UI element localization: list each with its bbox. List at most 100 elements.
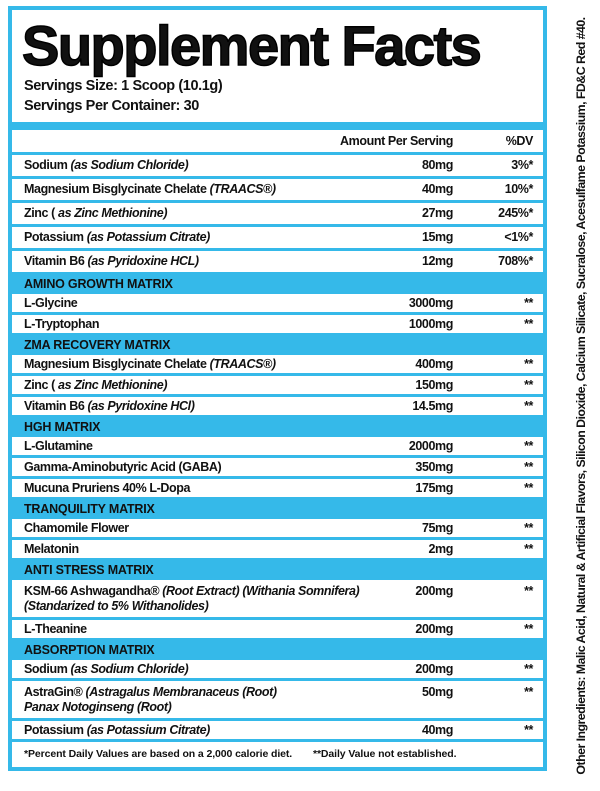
footnote-dv: *Percent Daily Values are based on a 2,0… (24, 748, 293, 760)
nutrient-detail-line2: (Standarized to 5% Withanolides) (24, 599, 209, 613)
nutrient-label: L-Glycine (24, 295, 78, 310)
dv-header: %DV (505, 133, 534, 148)
daily-value: ** (524, 459, 533, 474)
column-header-row: Amount Per Serving %DV (12, 130, 543, 155)
amount: 200mg (415, 661, 453, 676)
daily-value: ** (524, 722, 533, 737)
amount: 75mg (421, 520, 453, 535)
table-row: Gamma-Aminobutyric Acid (GABA) 350mg ** (12, 458, 543, 479)
nutrient-label: Vitamin B6 (24, 254, 85, 268)
daily-value: ** (524, 520, 533, 535)
nutrient-name: L-Glutamine (24, 439, 373, 454)
nutrient-name: Vitamin B6 (as Pyridoxine HCL) (24, 254, 373, 269)
nutrient-detail: (Root Extract) (Withania Somnifera) (162, 584, 360, 598)
table-row: Vitamin B6 (as Pyridoxine HCL) 12mg 708%* (12, 251, 543, 275)
divider-thick (12, 122, 543, 130)
table-row: Magnesium Bisglycinate Chelate (TRAACS®)… (12, 355, 543, 376)
amount: 12mg (421, 254, 453, 268)
table-row: Potassium (as Potassium Citrate) 40mg ** (12, 721, 543, 742)
table-row: Potassium (as Potassium Citrate) 15mg <1%* (12, 227, 543, 251)
nutrient-name: Gamma-Aminobutyric Acid (GABA) (24, 460, 373, 475)
nutrient-name: Vitamin B6 (as Pyridoxine HCl) (24, 399, 373, 414)
amount: 350mg (415, 459, 453, 474)
table-row: L-Glutamine 2000mg ** (12, 437, 543, 458)
amount: 400mg (415, 356, 453, 371)
amount: 1000mg (408, 316, 454, 331)
section-header: ANTI STRESS MATRIX (12, 561, 543, 580)
amount: 50mg (421, 685, 453, 699)
table-row: Magnesium Bisglycinate Chelate (TRAACS®)… (12, 179, 543, 203)
table-row: Vitamin B6 (as Pyridoxine HCl) 14.5mg ** (12, 397, 543, 418)
table-row: Sodium (as Sodium Chloride) 200mg ** (12, 660, 543, 681)
section-header: TRANQUILITY MATRIX (12, 500, 543, 519)
nutrient-label: Mucuna Pruriens 40% L-Dopa (24, 480, 191, 495)
daily-value: ** (524, 541, 533, 556)
nutrient-label: Magnesium Bisglycinate Chelate (24, 356, 207, 371)
table-row: AstraGin® (Astragalus Membranaceus (Root… (12, 681, 543, 721)
panel-title: Supplement Facts (21, 14, 482, 77)
nutrient-name: KSM-66 Ashwagandha® (Root Extract) (With… (24, 584, 373, 614)
nutrient-label: Chamomile Flower (24, 520, 129, 535)
nutrient-detail: (as Pyridoxine HCL) (87, 254, 199, 268)
amount: 175mg (415, 480, 453, 495)
amount: 40mg (421, 722, 453, 737)
nutrient-name: L-Glycine (24, 296, 373, 311)
table-row: L-Tryptophan 1000mg ** (12, 315, 543, 336)
servings-per-container: Servings Per Container: 30 (24, 98, 199, 114)
nutrient-label: KSM-66 Ashwagandha® (24, 584, 160, 598)
amount: 150mg (415, 377, 453, 392)
nutrient-label: Zinc ( (24, 206, 55, 220)
nutrient-name: Zinc ( as Zinc Methionine) (24, 206, 373, 221)
daily-value: ** (524, 685, 533, 699)
section-header: AMINO GROWTH MATRIX (12, 275, 543, 294)
nutrient-name: Zinc ( as Zinc Methionine) (24, 378, 373, 393)
nutrient-label: L-Glutamine (24, 438, 93, 453)
nutrient-name: AstraGin® (Astragalus Membranaceus (Root… (24, 685, 373, 715)
nutrient-label: L-Theanine (24, 621, 87, 636)
nutrient-label: Sodium (24, 158, 68, 172)
daily-value: ** (524, 295, 533, 310)
daily-value: ** (524, 584, 533, 598)
serving-size: Servings Size: 1 Scoop (10.1g) (24, 78, 223, 94)
nutrient-detail: (as Pyridoxine HCl) (87, 398, 195, 413)
nutrient-label: Sodium (24, 661, 68, 676)
footnote-not-established: **Daily Value not established. (312, 748, 457, 760)
nutrient-detail: (as Sodium Chloride) (70, 158, 189, 172)
table-row: Zinc ( as Zinc Methionine) 27mg 245%* (12, 203, 543, 227)
nutrient-detail: (TRAACS®) (209, 182, 276, 196)
nutrient-name: Magnesium Bisglycinate Chelate (TRAACS®) (24, 182, 373, 197)
nutrient-name: Potassium (as Potassium Citrate) (24, 723, 373, 738)
amount: 27mg (421, 206, 453, 220)
table-row: Sodium (as Sodium Chloride) 80mg 3%* (12, 155, 543, 179)
nutrient-detail: (TRAACS®) (209, 356, 276, 371)
amount: 2000mg (408, 438, 454, 453)
nutrient-table: Sodium (as Sodium Chloride) 80mg 3%* Magnes… (12, 155, 543, 742)
nutrient-name: Sodium (as Sodium Chloride) (24, 158, 373, 173)
nutrient-name: Potassium (as Potassium Citrate) (24, 230, 373, 245)
table-row: KSM-66 Ashwagandha® (Root Extract) (With… (12, 580, 543, 620)
nutrient-name: Chamomile Flower (24, 521, 373, 536)
other-ingredients: Other Ingredients: Malic Acid, Natural &… (574, 17, 588, 775)
amount: 14.5mg (412, 398, 453, 413)
amount-header: Amount Per Serving (340, 133, 453, 148)
daily-value: ** (524, 377, 533, 392)
nutrient-label: Melatonin (24, 541, 79, 556)
nutrient-label: Potassium (24, 722, 84, 737)
nutrient-name: Sodium (as Sodium Chloride) (24, 662, 373, 677)
nutrient-label: AstraGin® (24, 685, 83, 699)
nutrient-name: Mucuna Pruriens 40% L-Dopa (24, 481, 373, 496)
nutrient-name: Melatonin (24, 542, 373, 557)
amount: 200mg (415, 584, 453, 598)
section-header: ABSORPTION MATRIX (12, 641, 543, 660)
amount: 2mg (428, 541, 453, 556)
amount: 15mg (421, 230, 453, 244)
amount: 3000mg (408, 295, 454, 310)
nutrient-detail: (as Potassium Citrate) (86, 722, 211, 737)
daily-value: ** (524, 438, 533, 453)
table-row: Melatonin 2mg ** (12, 540, 543, 561)
daily-value: ** (524, 316, 533, 331)
nutrient-label: L-Tryptophan (24, 316, 100, 331)
table-row: Zinc ( as Zinc Methionine) 150mg ** (12, 376, 543, 397)
nutrient-label: Potassium (24, 230, 84, 244)
amount: 80mg (421, 158, 453, 172)
